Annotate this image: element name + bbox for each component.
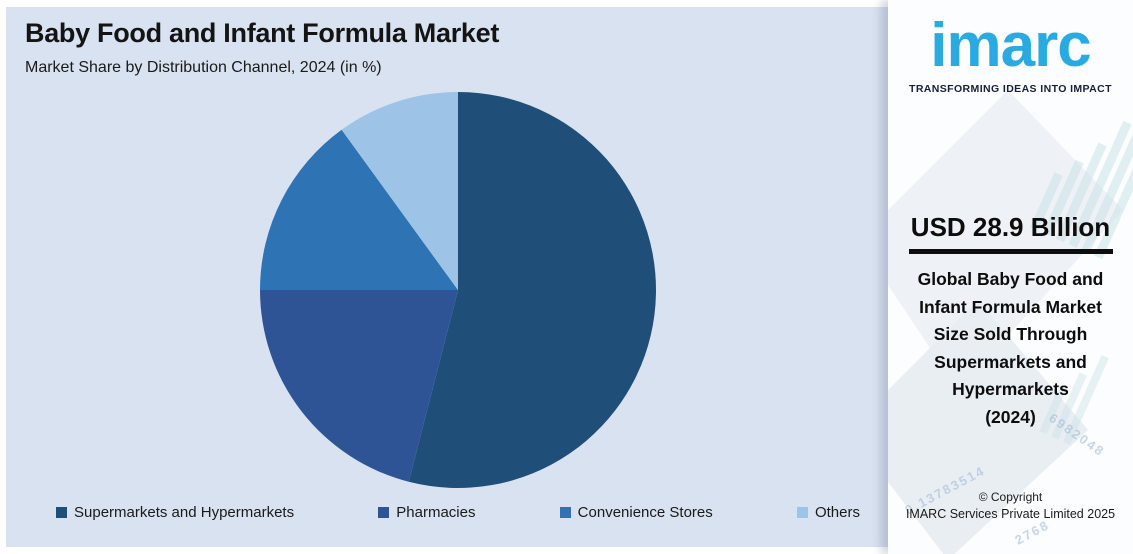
side-panel: 6982048 0.13783514 2768 imarc TRANSFORMI… <box>888 0 1133 554</box>
pie-slice-supermarkets-and-hypermarkets <box>408 92 656 488</box>
copyright-line2: IMARC Services Private Limited 2025 <box>905 507 1116 521</box>
pie-slice-others <box>341 92 458 290</box>
page-title: Baby Food and Infant Formula Market <box>25 18 500 48</box>
imarc-logo: imarc TRANSFORMING IDEAS INTO IMPACT <box>888 10 1133 95</box>
legend-item-convenience-stores: Convenience Stores <box>559 504 713 521</box>
legend-label: Supermarkets and Hypermarkets <box>74 504 295 521</box>
chart-subtitle: Market Share by Distribution Channel, 20… <box>25 59 382 76</box>
legend-label: Others <box>814 504 860 521</box>
market-size-description: Global Baby Food and Infant Formula Mark… <box>917 269 1104 427</box>
pie-chart <box>260 92 656 488</box>
chart-area: Baby Food and Infant Formula Market Mark… <box>6 7 888 547</box>
pie-slice-pharmacies <box>260 290 458 482</box>
legend-swatch-icon <box>378 507 390 518</box>
legend-label: Convenience Stores <box>577 504 713 521</box>
panel-content: imarc TRANSFORMING IDEAS INTO IMPACT USD… <box>888 0 1133 554</box>
copyright: © Copyright IMARC Services Private Limit… <box>888 489 1133 523</box>
legend-item-supermarkets-and-hypermarkets: Supermarkets and Hypermarkets <box>56 504 294 521</box>
legend-swatch-icon <box>559 507 571 518</box>
pie-slice-convenience-stores <box>260 129 458 290</box>
market-size-value: USD 28.9 Billion <box>910 212 1111 242</box>
legend-item-pharmacies: Pharmacies <box>378 504 475 521</box>
legend-swatch-icon <box>796 507 808 518</box>
legend-label: Pharmacies <box>396 504 476 521</box>
legend-swatch-icon <box>56 507 67 518</box>
divider <box>908 249 1113 254</box>
legend-item-others: Others <box>796 504 860 521</box>
copyright-line1: © Copyright <box>978 490 1043 504</box>
imarc-logo-text: imarc <box>930 11 1091 80</box>
chart-legend: Supermarkets and Hypermarkets Pharmacies… <box>56 504 860 521</box>
imarc-logo-tagline: TRANSFORMING IDEAS INTO IMPACT <box>909 83 1112 95</box>
